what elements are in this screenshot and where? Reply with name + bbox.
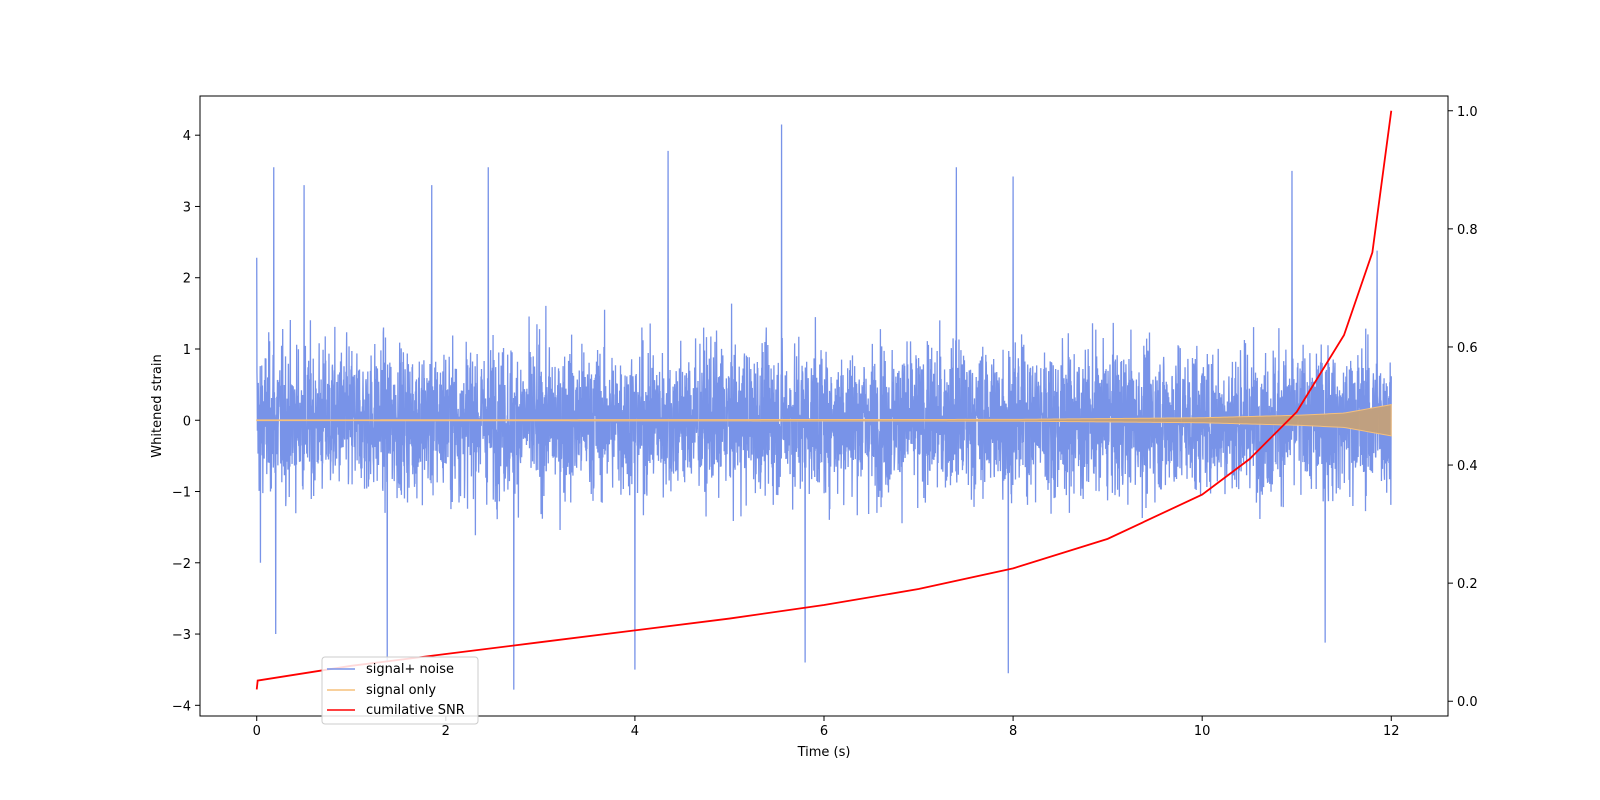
y-tick-label: 1 xyxy=(183,343,191,358)
y-tick-label: −1 xyxy=(172,486,191,501)
y2-tick-label: 0.8 xyxy=(1457,223,1478,238)
y2-tick-label: 1.0 xyxy=(1457,105,1478,120)
y-tick-label: −3 xyxy=(172,628,191,643)
y2-tick-label: 0.2 xyxy=(1457,577,1478,592)
y-axis-right: 0.0 0.2 0.4 0.6 0.8 1.0 xyxy=(1448,105,1478,710)
series-signal-noise xyxy=(256,124,1392,690)
x-tick-label: 4 xyxy=(631,724,639,739)
y-axis-label: Whitened strain xyxy=(150,354,165,457)
y-tick-label: 3 xyxy=(183,200,191,215)
x-axis-label: Time (s) xyxy=(797,745,851,760)
x-tick-label: 12 xyxy=(1383,724,1400,739)
legend-label-signal-only: signal only xyxy=(366,683,436,698)
legend-box xyxy=(321,656,479,725)
y2-tick-label: 0.4 xyxy=(1457,459,1478,474)
y2-tick-label: 0.0 xyxy=(1457,695,1478,710)
y-tick-label: 2 xyxy=(183,272,191,287)
x-tick-label: 2 xyxy=(442,724,450,739)
y-tick-label: −2 xyxy=(172,557,191,572)
y-tick-label: 4 xyxy=(183,129,191,144)
x-tick-label: 8 xyxy=(1009,724,1017,739)
legend-label-cumulative-snr: cumilative SNR xyxy=(366,703,465,718)
x-axis: 0 2 4 6 8 10 12 xyxy=(253,716,1400,739)
legend: signal+ noise signal only cumilative SNR xyxy=(321,656,479,725)
y-tick-label: 0 xyxy=(183,414,191,429)
legend-label-signal-noise: signal+ noise xyxy=(366,662,454,677)
series-signal-only xyxy=(256,403,1392,437)
y2-tick-label: 0.6 xyxy=(1457,341,1478,356)
x-tick-label: 6 xyxy=(820,724,828,739)
plot-area xyxy=(255,110,1393,690)
y-axis-left: −4 −3 −2 −1 0 1 2 3 4 xyxy=(172,129,200,714)
x-tick-label: 0 xyxy=(253,724,261,739)
x-tick-label: 10 xyxy=(1194,724,1211,739)
y-tick-label: −4 xyxy=(172,699,191,714)
